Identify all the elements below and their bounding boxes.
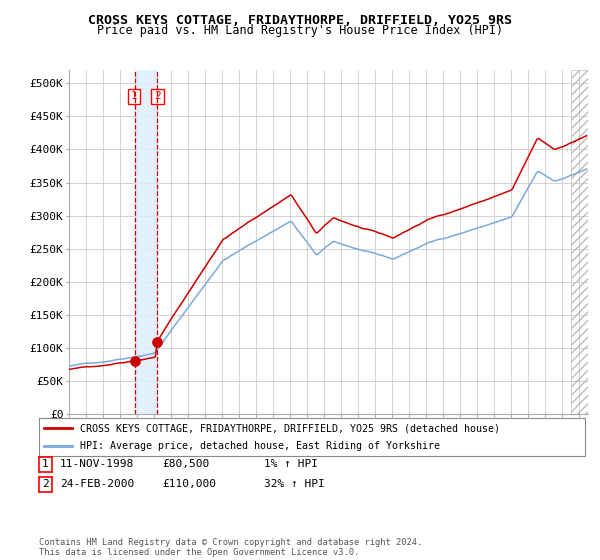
Text: 1% ↑ HPI: 1% ↑ HPI	[264, 459, 318, 469]
Text: 1: 1	[131, 91, 137, 101]
Point	[152, 337, 161, 346]
Text: £110,000: £110,000	[162, 479, 216, 489]
Text: Contains HM Land Registry data © Crown copyright and database right 2024.
This d: Contains HM Land Registry data © Crown c…	[39, 538, 422, 557]
Text: 2: 2	[154, 91, 161, 101]
Text: Price paid vs. HM Land Registry's House Price Index (HPI): Price paid vs. HM Land Registry's House …	[97, 24, 503, 36]
Text: CROSS KEYS COTTAGE, FRIDAYTHORPE, DRIFFIELD, YO25 9RS (detached house): CROSS KEYS COTTAGE, FRIDAYTHORPE, DRIFFI…	[80, 423, 500, 433]
Text: £80,500: £80,500	[162, 459, 209, 469]
Bar	[135, 70, 157, 414]
Text: HPI: Average price, detached house, East Riding of Yorkshire: HPI: Average price, detached house, East…	[80, 441, 440, 451]
Text: 1: 1	[42, 459, 49, 469]
Text: 11-NOV-1998: 11-NOV-1998	[60, 459, 134, 469]
Text: 32% ↑ HPI: 32% ↑ HPI	[264, 479, 325, 489]
Text: 2: 2	[42, 479, 49, 489]
Text: CROSS KEYS COTTAGE, FRIDAYTHORPE, DRIFFIELD, YO25 9RS: CROSS KEYS COTTAGE, FRIDAYTHORPE, DRIFFI…	[88, 14, 512, 27]
Text: 24-FEB-2000: 24-FEB-2000	[60, 479, 134, 489]
Point	[130, 357, 140, 366]
